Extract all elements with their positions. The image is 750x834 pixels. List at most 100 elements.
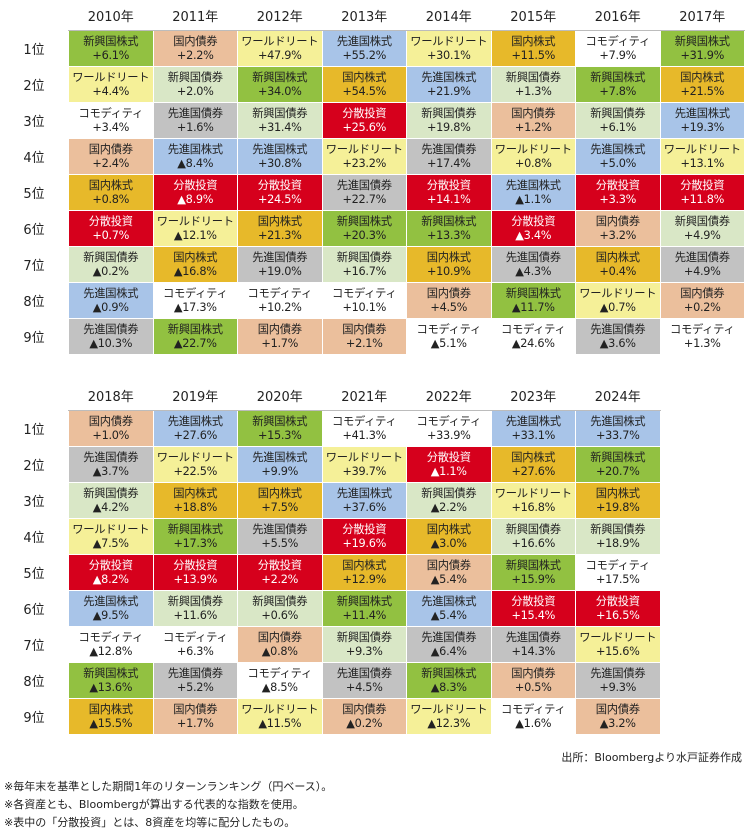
asset-name: ワールドリート [325, 450, 403, 464]
asset-cell: 先進国株式 +21.9% [406, 66, 492, 103]
asset-name: 分散投資 [595, 178, 640, 192]
rank-row: 5位 分散投資 ▲8.2% 分散投資 +13.9% 分散投資 +2.2% 国内株式 +12.9%… [0, 554, 745, 591]
asset-cell: 新興国株式 ▲8.3% [406, 662, 492, 699]
year-header: 2015年 [491, 0, 576, 31]
return-value: +3.2% [599, 228, 637, 242]
asset-cell: 国内債券 +2.2% [152, 30, 238, 67]
rank-label: 9位 [23, 711, 45, 726]
year-header: 2024年 [575, 380, 660, 411]
return-value: ▲2.2% [430, 500, 467, 514]
asset-cell: 分散投資 +11.8% [659, 174, 745, 211]
asset-cell: 国内株式 +18.8% [152, 482, 238, 519]
asset-name: 国内債券 [426, 558, 471, 572]
return-value: +4.4% [92, 84, 130, 98]
footnote-1: ※毎年末を基準とした期間1年のリターンランキング（円ベース）。 [4, 780, 333, 793]
return-value: ▲17.3% [173, 300, 217, 314]
asset-name: 新興国債券 [674, 214, 730, 228]
return-value: +4.9% [683, 228, 721, 242]
asset-name: ワールドリート [156, 450, 234, 464]
asset-name: 先進国株式 [590, 414, 646, 428]
rank-label: 3位 [23, 115, 45, 130]
return-value: +6.1% [92, 48, 130, 62]
rank-row: 6位 分散投資 +0.7% ワールドリート ▲12.1% 国内株式 +21.3% 新興国株式 +… [0, 210, 745, 247]
rank-label: 7位 [23, 259, 45, 274]
empty-cell [659, 410, 745, 447]
return-value: +41.3% [342, 428, 387, 442]
asset-cell: コモディティ ▲17.3% [152, 282, 238, 319]
empty-cell [659, 662, 745, 699]
asset-name: 分散投資 [173, 558, 218, 572]
asset-name: 国内債券 [173, 34, 218, 48]
asset-cell: 国内債券 +3.2% [575, 210, 661, 247]
asset-name: 先進国株式 [421, 70, 477, 84]
asset-name: 新興国株式 [252, 70, 308, 84]
asset-cell: 国内株式 +11.5% [490, 30, 576, 67]
asset-name: 分散投資 [88, 214, 133, 228]
asset-cell: 新興国債券 +4.9% [659, 210, 745, 247]
rank-label: 6位 [23, 223, 45, 238]
asset-name: 先進国債券 [421, 142, 477, 156]
asset-name: コモディティ [585, 558, 650, 572]
asset-name: 新興国株式 [336, 594, 392, 608]
asset-cell: 国内株式 ▲16.8% [152, 246, 238, 283]
asset-name: ワールドリート [579, 286, 657, 300]
asset-cell: 新興国債券 +2.0% [152, 66, 238, 103]
asset-cell: 新興国債券 +16.7% [321, 246, 407, 283]
rank-label: 4位 [23, 531, 45, 546]
asset-cell: 国内債券 +1.7% [152, 698, 238, 735]
year-header: 2023年 [491, 380, 576, 411]
asset-cell: 新興国債券 +18.9% [575, 518, 661, 555]
return-value: +4.9% [683, 264, 721, 278]
asset-name: 新興国債券 [167, 594, 223, 608]
asset-cell: 分散投資 +15.4% [490, 590, 576, 627]
asset-name: 国内債券 [342, 322, 387, 336]
asset-cell: 先進国株式 ▲9.5% [68, 590, 154, 627]
return-value: +11.4% [342, 608, 387, 622]
asset-cell: 先進国債券 +5.2% [152, 662, 238, 699]
asset-cell: 新興国株式 ▲11.7% [490, 282, 576, 319]
return-value: ▲8.4% [177, 156, 214, 170]
asset-name: 新興国株式 [167, 322, 223, 336]
return-value: ▲9.5% [92, 608, 129, 622]
asset-cell: ワールドリート +15.6% [575, 626, 661, 663]
rank-row: 9位 先進国債券 ▲10.3% 新興国株式 ▲22.7% 国内債券 +1.7% 国内債券 +2.… [0, 318, 745, 355]
asset-cell: 国内債券 +0.2% [659, 282, 745, 319]
asset-cell: 先進国株式 ▲5.4% [406, 590, 492, 627]
asset-cell: 国内株式 ▲3.0% [406, 518, 492, 555]
asset-name: 国内株式 [88, 178, 133, 192]
rank-label: 8位 [23, 675, 45, 690]
return-value: +7.5% [261, 500, 299, 514]
rank-row: 3位 新興国債券 ▲4.2% 国内株式 +18.8% 国内株式 +7.5% 先進国株式 +37.… [0, 482, 745, 519]
asset-name: コモディティ [162, 286, 228, 300]
asset-cell: コモディティ ▲8.5% [237, 662, 323, 699]
rank-row: 2位 ワールドリート +4.4% 新興国債券 +2.0% 新興国株式 +34.0% 国内株式 +… [0, 66, 745, 103]
asset-name: 国内株式 [342, 558, 387, 572]
asset-name: 新興国株式 [421, 666, 477, 680]
return-value: +18.8% [173, 500, 218, 514]
return-value: +0.8% [514, 156, 552, 170]
return-value: +33.1% [511, 428, 556, 442]
return-value: ▲1.6% [515, 716, 552, 730]
asset-name: 先進国株式 [252, 450, 308, 464]
ranking-table-2018-2024: 2018年 2019年 2020年 2021年 2022年 2023年 2024年 1位 国内債… [0, 380, 745, 735]
return-value: +13.1% [680, 156, 725, 170]
rank-label: 8位 [23, 295, 45, 310]
asset-name: ワールドリート [325, 142, 403, 156]
asset-cell: 先進国債券 ▲10.3% [68, 318, 154, 355]
asset-cell: 新興国債券 +1.3% [490, 66, 576, 103]
asset-name: コモディティ [669, 322, 735, 336]
asset-name: 新興国債券 [421, 486, 477, 500]
asset-cell: 国内債券 +1.7% [237, 318, 323, 355]
asset-cell: コモディティ +33.9% [406, 410, 492, 447]
asset-name: ワールドリート [241, 702, 319, 716]
rank-row: 4位 ワールドリート ▲7.5% 新興国株式 +17.3% 先進国債券 +5.5% 分散投資 +… [0, 518, 745, 555]
asset-name: ワールドリート [494, 486, 572, 500]
return-value: ▲15.5% [89, 716, 133, 730]
return-value: +9.9% [261, 464, 299, 478]
asset-name: 国内株式 [173, 250, 218, 264]
asset-name: 分散投資 [342, 522, 387, 536]
asset-cell: 国内債券 +1.2% [490, 102, 576, 139]
asset-cell: 分散投資 +24.5% [237, 174, 323, 211]
asset-name: 先進国株式 [505, 414, 561, 428]
return-value: ▲8.3% [430, 680, 467, 694]
